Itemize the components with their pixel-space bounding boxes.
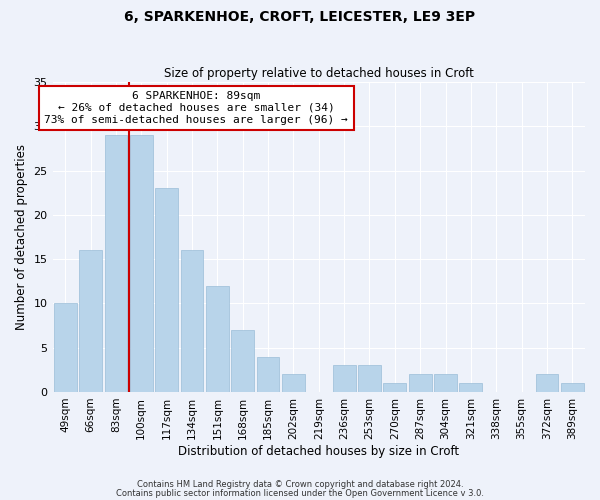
- Text: Contains HM Land Registry data © Crown copyright and database right 2024.: Contains HM Land Registry data © Crown c…: [137, 480, 463, 489]
- Bar: [155, 188, 178, 392]
- Bar: [561, 383, 584, 392]
- Bar: [104, 135, 127, 392]
- Bar: [358, 366, 381, 392]
- Text: 6, SPARKENHOE, CROFT, LEICESTER, LE9 3EP: 6, SPARKENHOE, CROFT, LEICESTER, LE9 3EP: [124, 10, 476, 24]
- Bar: [434, 374, 457, 392]
- Text: Contains public sector information licensed under the Open Government Licence v : Contains public sector information licen…: [116, 488, 484, 498]
- Bar: [130, 135, 152, 392]
- Bar: [54, 304, 77, 392]
- Bar: [181, 250, 203, 392]
- Title: Size of property relative to detached houses in Croft: Size of property relative to detached ho…: [164, 66, 474, 80]
- Y-axis label: Number of detached properties: Number of detached properties: [15, 144, 28, 330]
- Bar: [536, 374, 559, 392]
- Bar: [333, 366, 356, 392]
- Bar: [257, 356, 280, 392]
- Bar: [409, 374, 431, 392]
- X-axis label: Distribution of detached houses by size in Croft: Distribution of detached houses by size …: [178, 444, 460, 458]
- Bar: [460, 383, 482, 392]
- Bar: [282, 374, 305, 392]
- Bar: [231, 330, 254, 392]
- Bar: [206, 286, 229, 392]
- Bar: [79, 250, 102, 392]
- Bar: [383, 383, 406, 392]
- Text: 6 SPARKENHOE: 89sqm
← 26% of detached houses are smaller (34)
73% of semi-detach: 6 SPARKENHOE: 89sqm ← 26% of detached ho…: [44, 92, 348, 124]
